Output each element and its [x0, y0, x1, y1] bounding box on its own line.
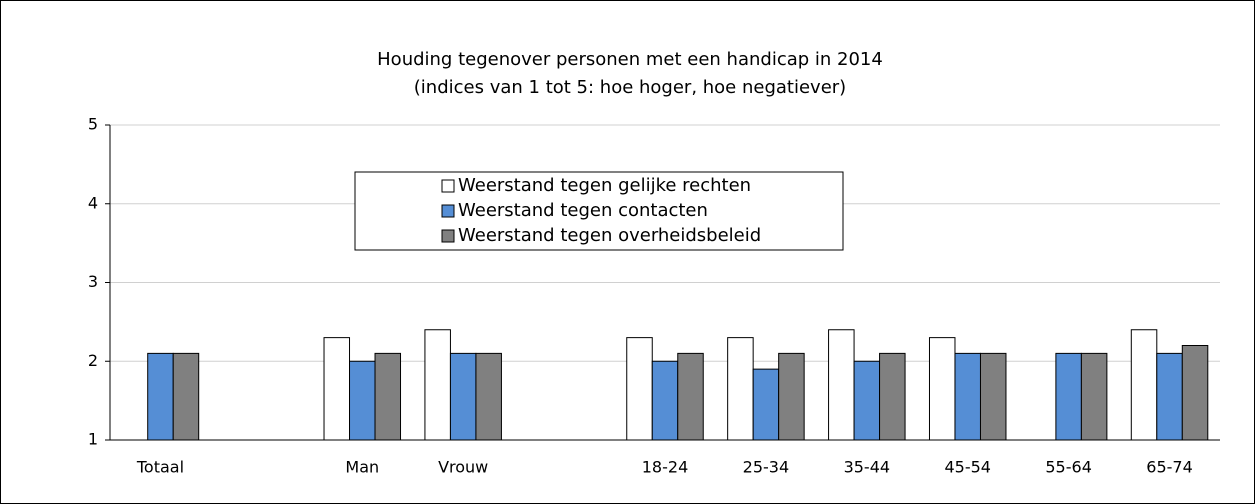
bar: [651, 360, 679, 441]
bar: [323, 337, 351, 441]
bar: [449, 352, 477, 441]
legend-label: Weerstand tegen gelijke rechten: [458, 175, 751, 196]
bar: [979, 352, 1007, 441]
x-tick-label: 45-54: [944, 458, 991, 477]
bar: [172, 352, 200, 441]
bar: [677, 352, 704, 441]
bar: [928, 337, 956, 441]
x-tick-label: Totaal: [136, 458, 184, 477]
legend-swatch: [441, 204, 455, 218]
bar: [475, 352, 502, 441]
legend-swatch: [441, 229, 455, 243]
bar: [374, 352, 402, 441]
legend-label: Weerstand tegen contacten: [458, 200, 708, 221]
bar: [727, 337, 754, 441]
bar: [879, 352, 906, 441]
bar: [626, 337, 653, 441]
bar: [1080, 352, 1108, 441]
bar: [752, 368, 780, 441]
bar: [828, 329, 855, 441]
y-tick-label: 5: [88, 115, 98, 134]
x-tick-label: Vrouw: [438, 458, 488, 477]
x-tick-label: 25-34: [743, 458, 790, 477]
bar: [424, 329, 451, 441]
chart-subtitle: (indices van 1 tot 5: hoe hoger, hoe neg…: [414, 77, 846, 98]
bar: [1156, 352, 1183, 441]
bar: [1055, 352, 1082, 441]
chart-title: Houding tegenover personen met een handi…: [377, 49, 883, 70]
y-tick-label: 4: [88, 193, 98, 212]
y-tick-label: 2: [88, 351, 98, 370]
legend-box: [354, 171, 844, 251]
bar: [1181, 345, 1209, 441]
bar: [778, 352, 805, 441]
bar: [147, 352, 174, 441]
bar: [853, 360, 881, 441]
y-tick-label: 3: [88, 272, 98, 291]
x-tick-label: 18-24: [642, 458, 689, 477]
legend-swatch: [441, 179, 455, 193]
x-tick-label: 35-44: [844, 458, 891, 477]
bar: [349, 360, 376, 441]
x-tick-label: Man: [345, 458, 379, 477]
bar: [954, 352, 981, 441]
x-tick-label: 65-74: [1146, 458, 1193, 477]
y-tick-label: 1: [88, 430, 98, 449]
legend: Weerstand tegen gelijke rechten Weerstand…: [354, 171, 844, 251]
bar: [1130, 329, 1158, 441]
x-tick-label: 55-64: [1045, 458, 1092, 477]
legend-label: Weerstand tegen overheidsbeleid: [458, 225, 761, 246]
